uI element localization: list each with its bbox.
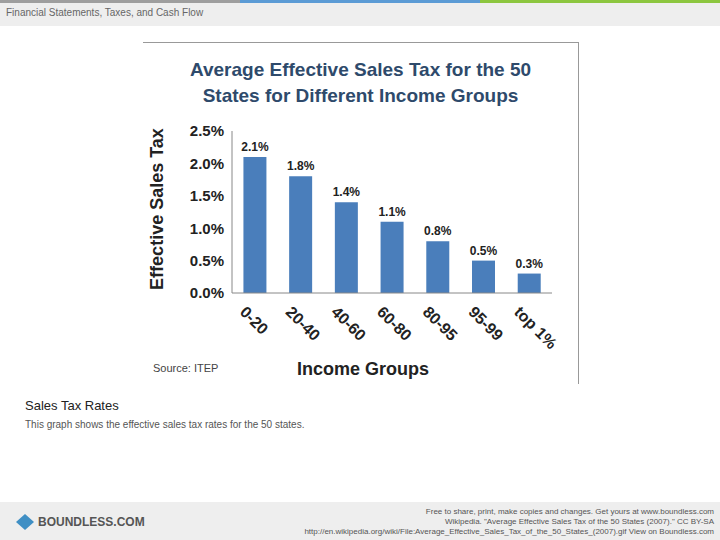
svg-text:1.5%: 1.5% xyxy=(190,187,224,204)
svg-text:40-60: 40-60 xyxy=(328,303,369,344)
html-text:Effective Sales Tax: Effective Sales Tax xyxy=(146,128,167,290)
html-text:Income Groups: Income Groups xyxy=(297,359,429,379)
svg-text:top 1%: top 1% xyxy=(511,303,560,352)
svg-text:0.5%: 0.5% xyxy=(470,244,498,258)
svg-text:1.4%: 1.4% xyxy=(333,185,361,199)
html-text:Free to share, print, make cop: Free to share, print, make copies and ch… xyxy=(425,507,714,516)
svg-text:60-80: 60-80 xyxy=(374,303,415,344)
html-text:Average Effective Sales Tax fo: Average Effective Sales Tax for the 50 S… xyxy=(189,59,531,106)
html-text:This graph shows the effective: This graph shows the effective sales tax… xyxy=(25,419,305,430)
svg-text:2.0%: 2.0% xyxy=(190,155,224,172)
svg-text:2.1%: 2.1% xyxy=(241,140,269,154)
svg-text:1.8%: 1.8% xyxy=(287,159,315,173)
svg-text:0.5%: 0.5% xyxy=(190,252,224,269)
svg-text:0.3%: 0.3% xyxy=(516,257,544,271)
svg-text:0.0%: 0.0% xyxy=(190,284,224,301)
svg-text:2.5%: 2.5% xyxy=(190,122,224,139)
svg-text:1.0%: 1.0% xyxy=(190,220,224,237)
html-text:Source: ITEP: Source: ITEP xyxy=(153,362,219,374)
svg-text:80-95: 80-95 xyxy=(420,303,461,344)
html-text:Sales Tax Rates: Sales Tax Rates xyxy=(25,398,119,413)
svg-text:20-40: 20-40 xyxy=(283,303,324,344)
svg-text:1.1%: 1.1% xyxy=(378,205,406,219)
html-text:Financial Statements, Taxes, a: Financial Statements, Taxes, and Cash Fl… xyxy=(6,7,204,18)
svg-text:0.8%: 0.8% xyxy=(424,224,452,238)
html-text:BOUNDLESS.COM: BOUNDLESS.COM xyxy=(38,515,145,529)
html-text:http://en.wikipedia.org/wiki/F: http://en.wikipedia.org/wiki/File:Averag… xyxy=(304,527,714,536)
svg-text:0-20: 0-20 xyxy=(237,303,272,338)
html-text:Wikipedia. "Average Effective: Wikipedia. "Average Effective Sales Tax … xyxy=(444,517,714,526)
svg-text:95-99: 95-99 xyxy=(465,303,506,344)
